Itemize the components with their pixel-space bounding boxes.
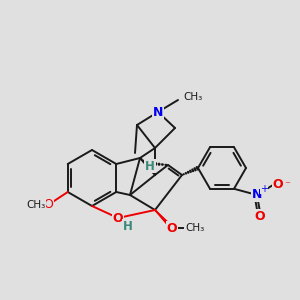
Polygon shape bbox=[145, 161, 147, 165]
Text: CH₃: CH₃ bbox=[26, 200, 46, 210]
Polygon shape bbox=[196, 167, 198, 170]
Text: O: O bbox=[255, 209, 265, 223]
Text: ⁻: ⁻ bbox=[284, 180, 290, 190]
Text: N: N bbox=[153, 106, 163, 118]
Text: CH₃: CH₃ bbox=[185, 223, 204, 233]
Text: O: O bbox=[167, 221, 177, 235]
Text: H: H bbox=[123, 220, 133, 232]
Polygon shape bbox=[162, 164, 163, 165]
Polygon shape bbox=[152, 162, 153, 165]
Polygon shape bbox=[155, 210, 173, 229]
Text: H: H bbox=[145, 160, 155, 172]
Polygon shape bbox=[188, 171, 189, 173]
Polygon shape bbox=[183, 174, 184, 175]
Polygon shape bbox=[142, 160, 144, 162]
Polygon shape bbox=[158, 164, 160, 165]
Polygon shape bbox=[190, 170, 191, 172]
Text: N: N bbox=[252, 188, 262, 202]
Polygon shape bbox=[146, 163, 148, 166]
Text: CH₃: CH₃ bbox=[183, 92, 202, 102]
Text: O: O bbox=[273, 178, 283, 191]
Polygon shape bbox=[165, 164, 166, 165]
Text: O: O bbox=[43, 199, 53, 212]
Text: O: O bbox=[113, 212, 123, 224]
Polygon shape bbox=[141, 159, 142, 160]
Polygon shape bbox=[192, 169, 194, 172]
Polygon shape bbox=[155, 163, 157, 165]
Polygon shape bbox=[144, 162, 146, 164]
Polygon shape bbox=[194, 168, 196, 171]
Polygon shape bbox=[148, 162, 150, 165]
Text: +: + bbox=[260, 184, 268, 194]
Polygon shape bbox=[185, 172, 187, 174]
